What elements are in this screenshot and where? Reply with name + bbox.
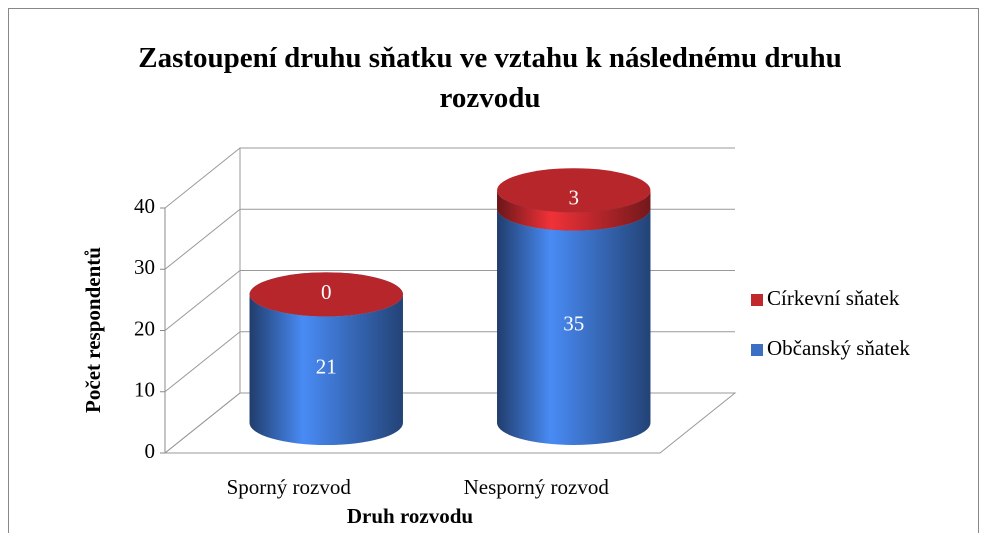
bar-segment <box>497 168 651 231</box>
cylinder-body <box>249 294 403 446</box>
frame <box>8 8 979 533</box>
x-tick-label: Nesporný rozvod <box>464 475 610 499</box>
y-tick-label: 20 <box>134 316 155 340</box>
data-label: 35 <box>563 312 584 336</box>
chart-title: Zastoupení druhu sňatku ve vztahu k násl… <box>138 42 842 114</box>
y-tick-label: 0 <box>145 439 156 463</box>
x-axis-title: Druh rozvodu <box>347 504 474 528</box>
legend-label: Církevní sňatek <box>767 286 900 310</box>
bar-segment <box>249 272 403 317</box>
cylinder-body <box>497 208 651 445</box>
y-tick-label: 40 <box>134 194 155 218</box>
y-tick-label: 30 <box>134 255 155 279</box>
legend-label: Občanský sňatek <box>767 336 910 360</box>
data-label: 3 <box>569 185 580 209</box>
grid-line <box>164 147 735 209</box>
y-tick-label: 10 <box>134 378 155 402</box>
legend-swatch <box>751 294 763 306</box>
cylinder-body <box>497 190 651 231</box>
cylinder-cap <box>497 168 651 213</box>
data-label: 21 <box>316 355 337 379</box>
legend-swatch <box>751 344 763 356</box>
x-tick-label: Sporný rozvod <box>227 475 352 499</box>
cylinder-cap <box>249 272 403 317</box>
y-axis-title: Počet respondentů <box>81 247 105 413</box>
data-label: 0 <box>321 280 332 304</box>
